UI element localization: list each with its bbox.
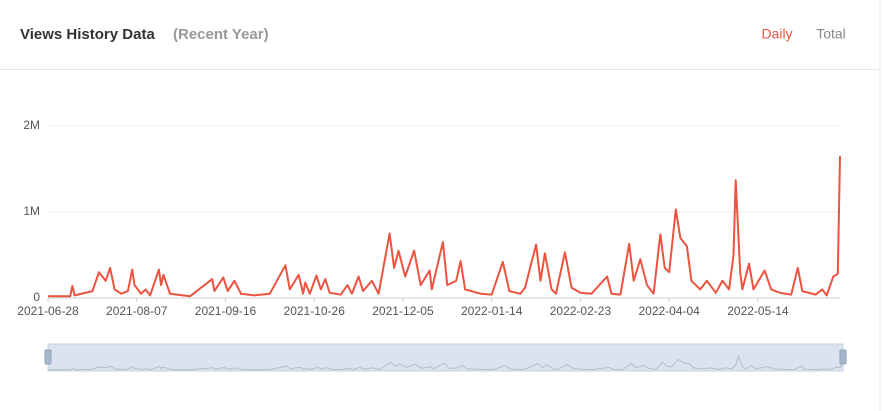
x-tick-label: 2021-08-07 [106,304,168,318]
y-tick-label: 0 [33,290,40,304]
tab[interactable]: Daily [761,26,792,42]
tab[interactable]: Total [816,26,846,42]
x-tick-label: 2021-12-05 [372,304,434,318]
x-tick-label: 2021-10-26 [284,304,346,318]
zoom-handle [839,349,847,365]
title: Views History Data [20,26,155,43]
x-tick-label: 2022-02-23 [550,304,612,318]
subtitle: (Recent Year) [173,26,269,43]
x-tick-label: 2021-09-16 [195,304,257,318]
x-tick-label: 2022-04-04 [638,304,700,318]
x-tick-label: 2022-01-14 [461,304,523,318]
zoom-track [47,343,844,372]
y-tick-label: 1M [23,204,40,218]
data-line [48,156,841,298]
x-tick-label: 2021-06-28 [17,304,79,318]
x-tick-label: 2022-05-14 [727,304,789,318]
y-tick-label: 2M [23,118,40,132]
zoom-handle [44,349,52,365]
zoom-preview [48,352,844,371]
